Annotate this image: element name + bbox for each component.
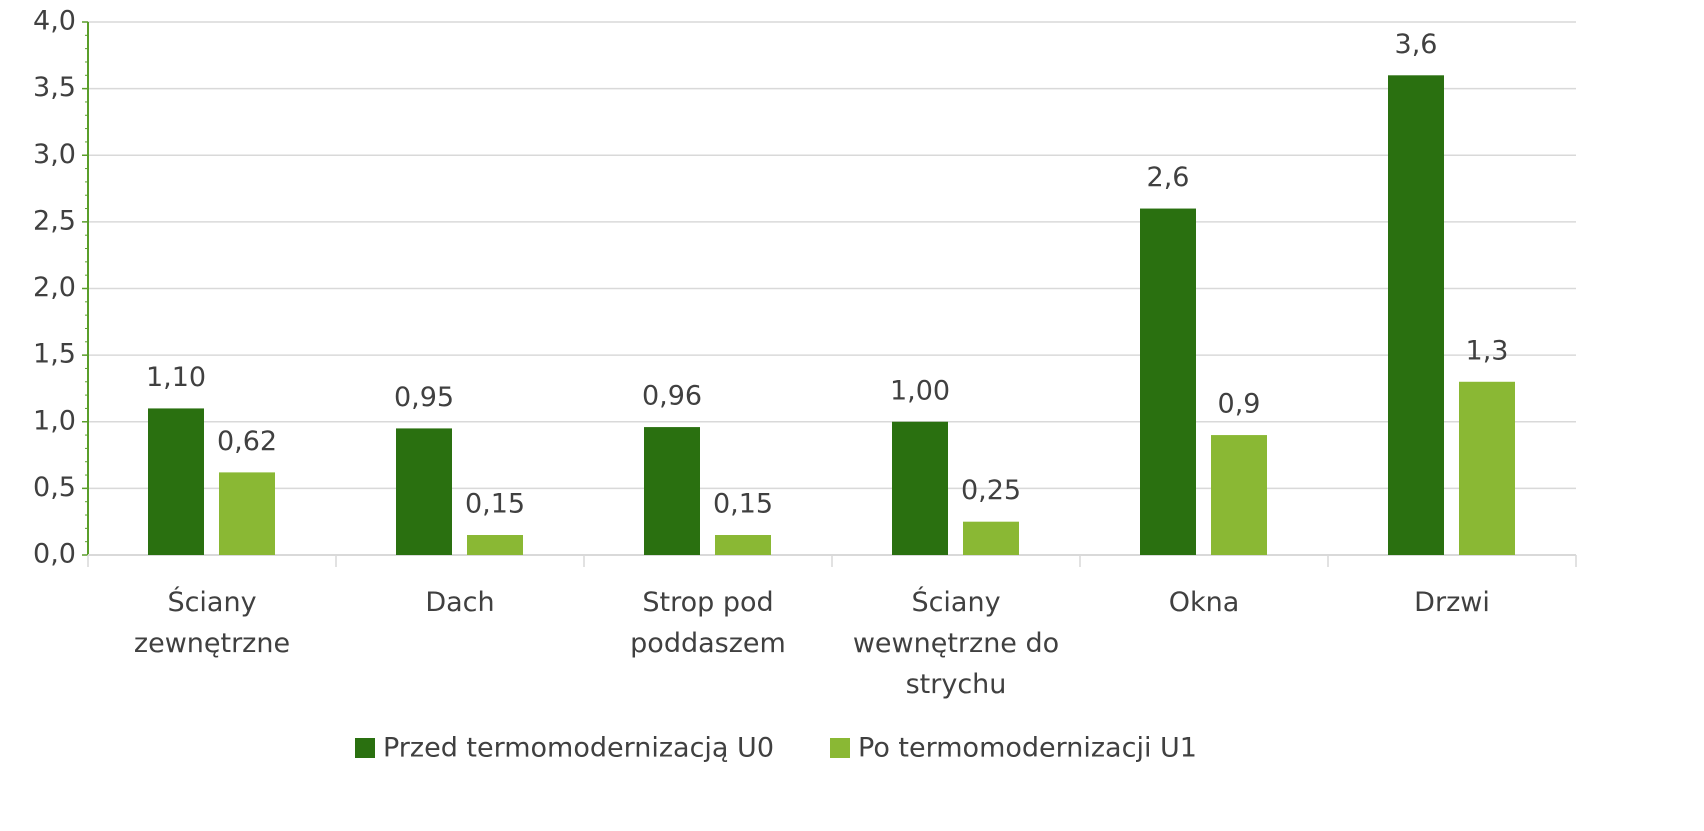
bar <box>1388 75 1444 556</box>
y-tick-label: 2,0 <box>33 272 76 303</box>
data-label: 0,95 <box>394 382 454 413</box>
x-tick-label: Ściany wewnętrzne do strychu <box>853 586 1059 700</box>
y-tick-label: 0,0 <box>33 539 76 570</box>
y-tick-label: 1,5 <box>33 339 76 370</box>
legend-label: Po termomodernizacji U1 <box>858 733 1197 764</box>
x-tick-label: Ściany zewnętrzne <box>134 586 290 659</box>
data-label: 1,10 <box>146 362 206 393</box>
y-tick-label: 2,5 <box>33 205 76 236</box>
bar <box>467 535 523 555</box>
x-tick-label: Drzwi <box>1414 587 1490 618</box>
bar <box>715 535 771 555</box>
x-tick-label: Okna <box>1169 587 1240 618</box>
data-label: 0,62 <box>217 426 277 457</box>
data-label: 1,3 <box>1466 335 1509 366</box>
data-label: 0,25 <box>961 475 1021 506</box>
bar <box>644 427 700 555</box>
legend-label: Przed termomodernizacją U0 <box>383 733 774 764</box>
bar <box>892 421 948 555</box>
data-label: 3,6 <box>1395 29 1438 60</box>
data-label: 0,15 <box>465 489 525 520</box>
legend-swatch <box>355 738 375 758</box>
bar <box>396 428 452 555</box>
bar <box>219 472 275 555</box>
y-tick-label: 3,0 <box>33 139 76 170</box>
bar <box>1211 435 1267 555</box>
data-label: 0,9 <box>1218 389 1261 420</box>
bar <box>148 408 204 555</box>
data-label: 1,00 <box>890 375 950 406</box>
y-tick-label: 1,0 <box>33 405 76 436</box>
x-tick-label: Strop pod poddaszem <box>630 587 786 659</box>
x-tick-label: Dach <box>425 587 494 618</box>
legend-swatch <box>830 738 850 758</box>
y-tick-label: 3,5 <box>33 72 76 103</box>
bar <box>1140 208 1196 556</box>
data-label: 2,6 <box>1147 162 1190 193</box>
bar <box>1459 381 1515 555</box>
y-tick-label: 0,5 <box>33 472 76 503</box>
bar <box>963 521 1019 555</box>
y-tick-label: 4,0 <box>33 6 76 37</box>
data-label: 0,15 <box>713 489 773 520</box>
data-label: 0,96 <box>642 381 702 412</box>
